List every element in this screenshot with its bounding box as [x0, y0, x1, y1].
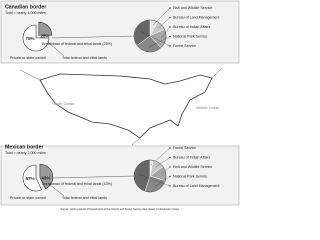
legend-dot [169, 147, 171, 149]
leader [47, 182, 65, 197]
map-context [19, 67, 223, 146]
leader [148, 36, 171, 48]
breakdown-label: Bureau of Land Management [173, 184, 220, 188]
breakdown-title: Breakdown of federal and tribal lands (4… [42, 182, 112, 186]
panel-title: Mexican border [5, 144, 43, 150]
legend-dot [169, 185, 171, 187]
panel-total: Total = nearly 2,000 miles [5, 151, 46, 155]
pie-label: Total federal and tribal lands [62, 56, 107, 60]
value-label: 57% [25, 176, 34, 181]
legend-dot [169, 156, 171, 159]
legend-dot [169, 35, 171, 38]
pie-slice [38, 21, 53, 36]
source: Source: GAO analysis of Department of th… [60, 207, 180, 211]
us-map [39, 73, 213, 139]
pie-slice [22, 164, 42, 192]
breakdown-label: Bureau of Indian Affairs [173, 155, 210, 159]
breakdown-label: Fish and Wildlife Service [173, 6, 212, 10]
leader [160, 166, 171, 175]
legend-dot [169, 166, 171, 168]
value-label: 25% [40, 33, 49, 38]
legend-dot [169, 7, 171, 9]
breakdown-label: Fish and Wildlife Service [173, 165, 212, 169]
panel-total: Total = nearly 4,000 miles [5, 11, 46, 15]
value-label: 43% [41, 175, 50, 180]
leader [155, 157, 171, 167]
ocean-label: Atlantic Ocean [196, 106, 219, 110]
leader [158, 17, 171, 29]
pie-label: Private or state owned [10, 56, 46, 60]
legend-dot [169, 26, 171, 28]
breakdown-label: Bureau of Indian Affairs [173, 25, 210, 29]
legend-dot [169, 16, 171, 19]
pie-slice [22, 24, 50, 52]
leader [52, 175, 135, 179]
leader [51, 35, 135, 39]
pie-outline [133, 159, 167, 193]
breakdown-label: National Park Service [173, 174, 208, 178]
leader [139, 30, 171, 47]
legend-dot [169, 175, 171, 178]
breakdown-label: Bureau of Land Management [173, 15, 220, 19]
pie-outline [133, 19, 167, 53]
breakdown-label: Forest Service [173, 44, 196, 48]
breakdown-title: Breakdown of federal and tribal lands (2… [42, 42, 112, 46]
pie-label: Total federal and tribal lands [62, 196, 107, 200]
pie-label: Private or state owned [10, 196, 46, 200]
leader [46, 41, 65, 57]
leader [138, 174, 171, 187]
legend-dot [169, 45, 171, 47]
breakdown-label: National Park Service [173, 34, 208, 38]
value-label: 75% [25, 36, 34, 41]
leader [155, 176, 171, 187]
infographic: Pacific Ocean Atlantic Ocean Source: GAO… [0, 0, 240, 211]
breakdown-label: Forest Service [173, 146, 196, 150]
panel-title: Canadian border [5, 4, 46, 10]
leader [152, 7, 171, 26]
ocean-label: Pacific Ocean [52, 102, 74, 106]
pie-slice [39, 163, 54, 190]
